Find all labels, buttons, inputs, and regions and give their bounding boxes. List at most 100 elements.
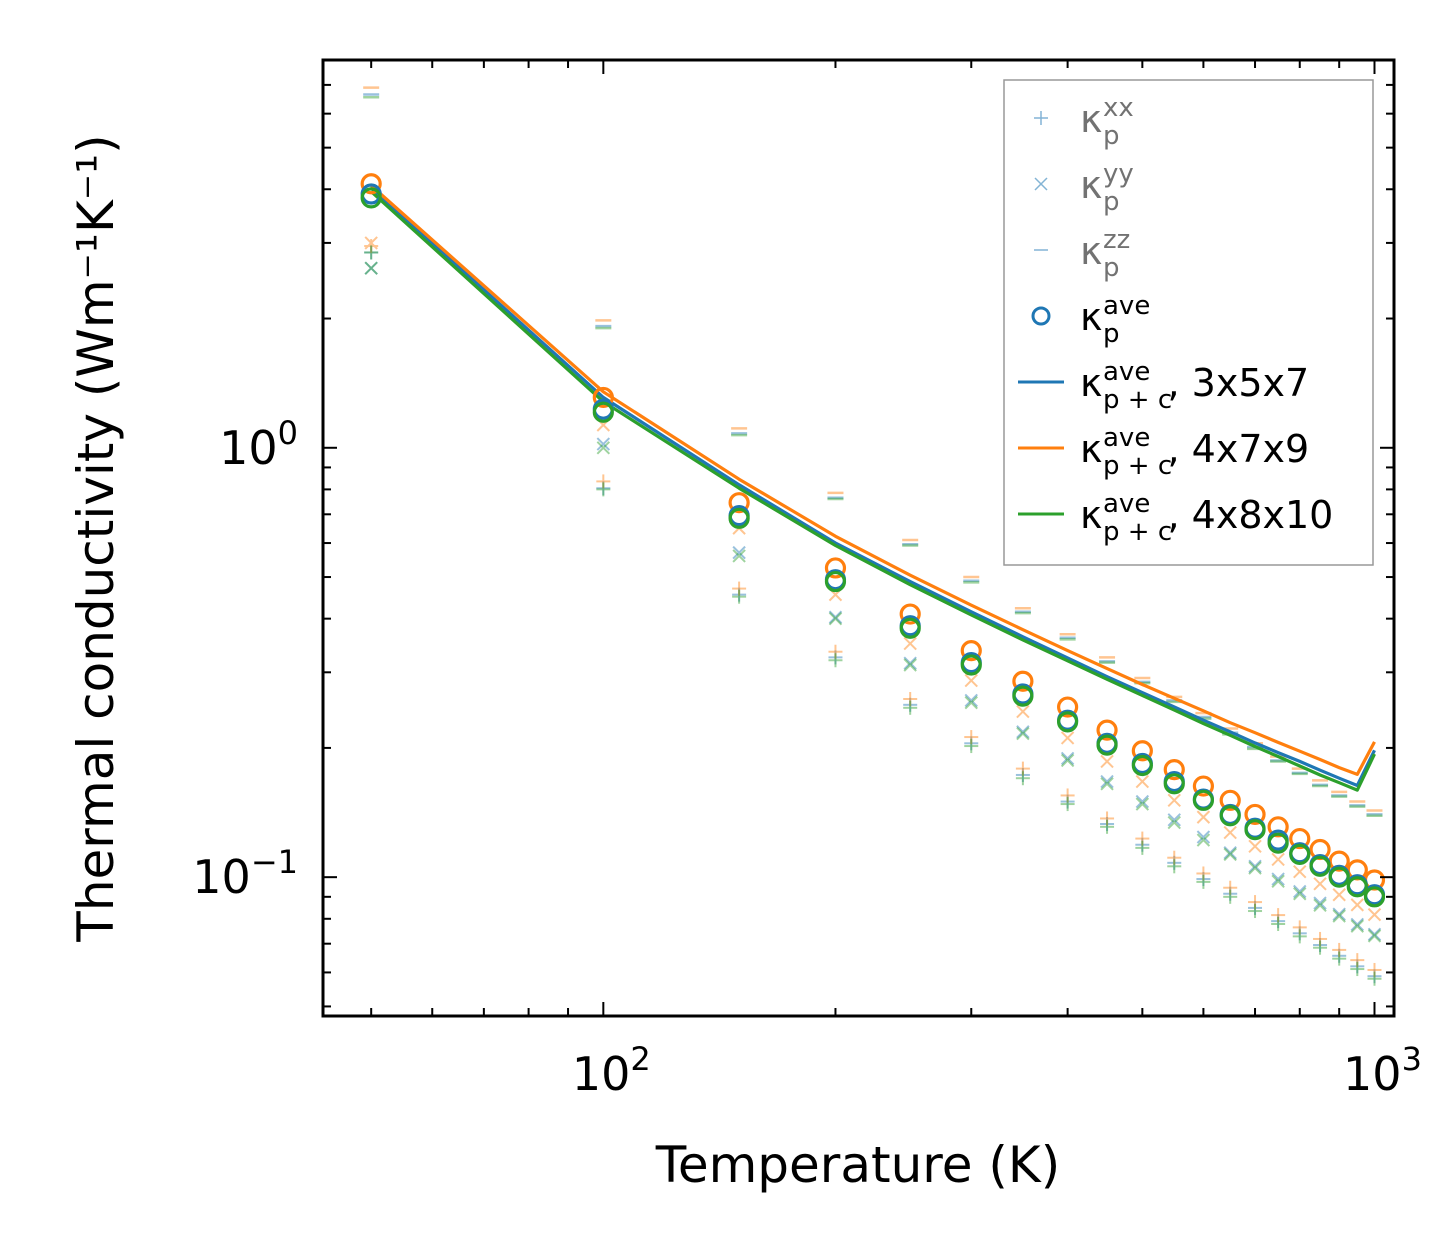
kave-point — [592, 401, 614, 423]
kyy-point-a — [1350, 917, 1365, 932]
kxx-point — [1196, 874, 1211, 889]
kave-point — [1346, 876, 1368, 898]
kyy-point-a — [1350, 898, 1365, 912]
kyy-point-b — [1016, 704, 1030, 719]
kyy-point-a — [596, 437, 611, 451]
kyy-point — [1350, 898, 1365, 912]
kyy-point — [1167, 813, 1181, 827]
kyy-point-a — [1135, 797, 1150, 811]
kxx-point — [596, 482, 611, 497]
kyy-point-b — [903, 656, 917, 670]
kyy-point-a — [1100, 774, 1114, 789]
kyy-point-a — [1167, 815, 1181, 830]
kyy-point — [1060, 753, 1075, 768]
kxx-point — [1271, 916, 1286, 931]
kyy-point — [1100, 777, 1114, 791]
kyy-point — [828, 611, 843, 626]
plot-frame — [321, 58, 1396, 1018]
kxx-point — [1248, 900, 1263, 915]
kyy-point-a — [1367, 907, 1382, 922]
kyy-point-a — [964, 693, 978, 708]
kyy-point — [828, 610, 843, 624]
kave-point — [360, 187, 382, 209]
legend-label-sub: p + c — [1103, 517, 1172, 547]
kyy-point-a — [1293, 884, 1307, 899]
kyy-point-a — [364, 261, 378, 275]
kyy-point-b — [903, 658, 917, 672]
kyy-point-b — [1350, 919, 1365, 933]
kyy-point — [732, 545, 746, 560]
kyy-point — [1223, 846, 1237, 860]
kxx-point — [828, 644, 843, 659]
kyy-point-b — [1248, 839, 1262, 854]
series-4x8x10-kpc-line — [370, 190, 1376, 792]
kave-point — [1244, 819, 1266, 841]
kyy-point-b — [903, 636, 917, 651]
legend-label-sup: ave — [1103, 291, 1150, 321]
kave-point — [1096, 719, 1118, 741]
kyy-point-b — [1100, 754, 1114, 769]
legend-label-sub: p — [1103, 187, 1120, 217]
kyy-point-b — [1196, 810, 1211, 824]
kyy-point-a — [1271, 874, 1285, 889]
legend-label-suffix: , 3x5x7 — [1168, 361, 1310, 405]
kyy-point — [1135, 774, 1150, 789]
kyy-point-b — [1248, 861, 1262, 875]
kave-point — [360, 173, 382, 195]
kyy-point-b — [1016, 725, 1030, 739]
series-4x7x9-kave-points — [360, 173, 1386, 891]
kyy-point-b — [1293, 884, 1307, 899]
y-axis-label: Thermal conductivity (Wm⁻¹K⁻¹) — [67, 134, 125, 942]
kave-point — [1267, 816, 1289, 838]
kyy-point-a — [903, 658, 917, 672]
kyy-point-b — [1060, 753, 1075, 768]
kyy-point-a — [1167, 813, 1181, 827]
kyy-point — [903, 658, 917, 672]
kxx-point — [1292, 929, 1307, 944]
kyy-point — [596, 437, 611, 451]
legend-label: κ — [1080, 427, 1102, 471]
kyy-point — [1135, 794, 1150, 809]
kyy-point-b — [1332, 888, 1346, 902]
kyy-point — [903, 656, 917, 670]
kyy-point — [1350, 917, 1365, 932]
kxx-point — [1248, 904, 1263, 919]
kave-point — [1289, 827, 1311, 850]
legend-plus-marker — [1034, 111, 1048, 125]
kxx-point — [1367, 962, 1382, 977]
kxx-point — [1167, 850, 1182, 865]
kxx-point — [1167, 855, 1182, 870]
kave-point — [1289, 843, 1311, 865]
kyy-point-b — [1167, 815, 1181, 830]
kyy-point — [1060, 731, 1075, 745]
x-axis-label: Temperature (K) — [655, 1136, 1060, 1194]
kyy-point — [596, 441, 611, 455]
legend-label: κ — [1080, 163, 1102, 207]
kave-point — [1267, 832, 1289, 854]
kyy-point-b — [1060, 751, 1075, 766]
kyy-point-b — [1196, 830, 1211, 844]
kave-point — [1163, 773, 1185, 795]
kyy-point-a — [1332, 909, 1346, 923]
kave-point — [1328, 850, 1350, 872]
kxx-point — [1292, 920, 1307, 935]
kxx-point — [903, 697, 918, 712]
kyy-point-a — [1313, 898, 1327, 913]
kxx-point — [1100, 811, 1115, 826]
kave-point — [1096, 734, 1118, 756]
kyy-point — [1248, 861, 1262, 875]
kxx-point — [828, 650, 843, 665]
kyy-point-a — [1293, 864, 1307, 879]
kyy-point — [1248, 859, 1262, 874]
kyy-point — [1100, 774, 1114, 789]
kyy-point-b — [1350, 917, 1365, 932]
kxx-point — [1135, 831, 1150, 846]
kave-point — [1192, 789, 1215, 811]
legend-box — [1003, 79, 1374, 566]
kyy-point-b — [1367, 927, 1382, 942]
kxx-point — [1350, 962, 1365, 977]
legend-label-sup: xx — [1103, 93, 1134, 123]
